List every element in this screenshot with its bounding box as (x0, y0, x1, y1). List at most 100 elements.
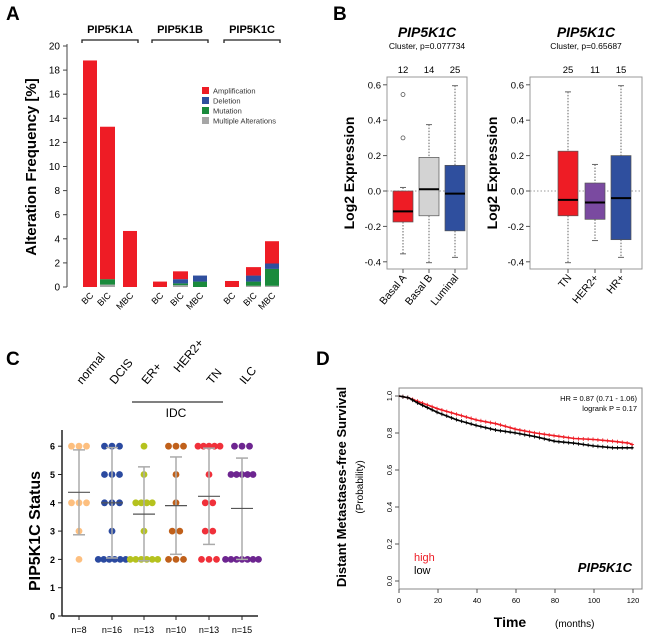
legend-label: Multiple Alterations (213, 117, 276, 126)
data-point (180, 442, 187, 450)
legend-label-low: low (414, 565, 431, 577)
y-tick-label: 0.8 (385, 428, 394, 438)
y-tick-label: 14 (49, 114, 61, 125)
bar-segment-mutation (193, 281, 207, 287)
censor-mark (464, 414, 469, 419)
bar-segment-deletion (246, 275, 261, 282)
bar-segment-mutation (100, 279, 115, 285)
censor-mark (595, 437, 600, 442)
censor-mark (605, 438, 610, 443)
x-tick-label: 40 (473, 596, 481, 605)
bar-segment-multiple-alterations (265, 285, 279, 287)
data-point (165, 442, 172, 450)
censor-mark (425, 405, 430, 410)
censor-mark (595, 444, 600, 449)
group-bracket (151, 39, 209, 43)
y-tick-label: -0.4 (365, 257, 381, 268)
data-point (126, 556, 134, 563)
y-axis-sublabel: (Probability) (355, 460, 366, 513)
legend-swatch (202, 97, 209, 104)
censor-mark (581, 436, 586, 441)
data-point (176, 527, 184, 535)
censor-mark (483, 425, 488, 430)
data-point (116, 471, 123, 478)
censor-mark (615, 445, 620, 450)
censor-mark (517, 431, 522, 436)
censor-mark (517, 428, 522, 433)
group-count: 25 (450, 65, 461, 76)
censor-mark (561, 440, 566, 445)
censor-mark (493, 427, 498, 432)
y-tick-label: 16 (49, 90, 61, 101)
censor-mark (449, 415, 454, 420)
y-tick-label: 4 (50, 498, 55, 508)
box (584, 182, 606, 220)
y-tick-label: 10 (49, 162, 61, 173)
censor-mark (459, 413, 464, 418)
x-tick-label: 60 (512, 596, 520, 605)
y-tick-label: 6 (50, 442, 55, 452)
censor-mark (537, 435, 542, 440)
censor-mark (532, 430, 537, 435)
y-tick-label: 18 (49, 66, 61, 77)
x-axis-unit: (months) (555, 619, 594, 630)
censor-mark (454, 412, 459, 417)
censor-mark (420, 403, 425, 408)
censor-mark (542, 436, 547, 441)
group-count: 14 (424, 65, 435, 76)
censor-mark (566, 435, 571, 440)
group-label: PIP5K1B (157, 24, 203, 36)
y-tick-label: 0.2 (385, 539, 394, 549)
group-count: 12 (398, 65, 409, 76)
panel-d-survival-plot: 0 20 40 60 80 100 120 0.0 0.2 0.4 0.6 0.8 1.0 Distant… (334, 387, 643, 630)
group-label: normal (74, 350, 108, 387)
legend-label: Amplification (213, 87, 256, 96)
data-point (255, 556, 262, 563)
censor-mark (610, 439, 615, 444)
group-label: DCIS (107, 356, 136, 387)
censor-mark (547, 432, 552, 437)
group-label: PIP5K1A (87, 24, 133, 36)
censor-mark (493, 421, 498, 426)
y-tick-label: 0 (50, 612, 55, 622)
data-point (143, 499, 151, 507)
censor-mark (454, 417, 459, 422)
censor-mark (459, 419, 464, 424)
y-tick-label: 20 (49, 42, 61, 53)
y-tick-label: 2 (54, 258, 60, 269)
y-axis-label: Distant Metastases-free Survival (334, 387, 349, 587)
y-tick-label: 0.4 (385, 502, 394, 512)
censor-mark (478, 424, 483, 429)
x-tick-label: 100 (588, 596, 601, 605)
x-tick-label: 20 (434, 596, 442, 605)
group-label: ER+ (139, 360, 165, 387)
censor-mark (503, 429, 508, 434)
y-tick-label: -0.4 (508, 257, 524, 268)
data-point (172, 556, 180, 563)
group-bracket (223, 39, 281, 43)
censor-mark (600, 444, 605, 449)
bar-segment-amplification (225, 280, 239, 287)
sample-size-label: n=13 (134, 625, 154, 635)
group-count: 11 (590, 65, 600, 76)
bar-segment-amplification (100, 126, 115, 280)
censor-mark (561, 435, 566, 440)
y-axis-label: Alteration Frequency [%] (23, 78, 40, 256)
data-point (244, 471, 251, 478)
censor-mark (508, 425, 513, 430)
group-count: 15 (616, 65, 627, 76)
panel-label-c: C (6, 349, 20, 370)
censor-mark (435, 406, 440, 411)
censor-mark (513, 427, 518, 432)
censor-mark (449, 410, 454, 415)
data-point (209, 527, 217, 535)
y-tick-label: 0.0 (511, 187, 524, 198)
censor-mark (478, 418, 483, 423)
censor-mark (586, 443, 591, 448)
bar-segment-multiple-alterations (100, 284, 115, 287)
data-point (201, 527, 209, 535)
y-tick-label: 0.6 (385, 465, 394, 475)
censor-mark (630, 445, 635, 450)
data-point (140, 442, 148, 450)
